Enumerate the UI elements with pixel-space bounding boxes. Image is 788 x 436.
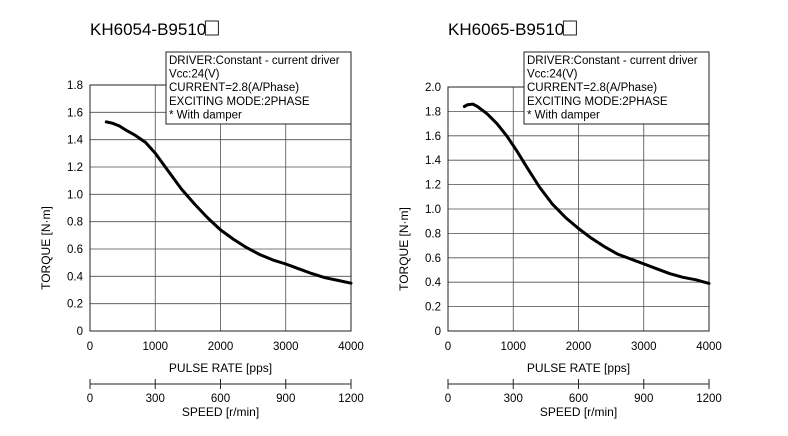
- chart-1: KH6054-B9510 0 0.2 0.4 0.6 0.8 1.0 1.2 1.4 1.6 1.8…: [39, 20, 364, 419]
- y-tick-label: 1.6: [67, 107, 83, 119]
- speed-axis-label: SPEED [r/min]: [540, 405, 617, 419]
- x-tick-label: 0: [445, 341, 451, 353]
- speed-tick-label: 1200: [696, 393, 722, 405]
- speed-tick-label: 0: [445, 393, 451, 405]
- speed-tick-label: 1200: [338, 393, 364, 405]
- speed-tick-label: 300: [146, 393, 165, 405]
- torque-curve: [462, 102, 711, 285]
- speed-tick-label: 900: [276, 393, 295, 405]
- title-box-glyph: [562, 20, 577, 36]
- chart-title: KH6054-B9510: [90, 20, 206, 39]
- chart-2: KH6065-B9510 0 0.2 0.4 0.6 0.8 1.0 1.2 1.4 1.6 1.8…: [397, 20, 722, 419]
- x-tick-label: 4000: [696, 341, 722, 353]
- y-tick-label: 1.4: [425, 155, 442, 167]
- annotation-line: Vcc:24(V): [169, 69, 220, 81]
- torque-curve: [104, 120, 353, 285]
- x-tick-label: 1000: [500, 341, 526, 353]
- y-tick-label: 0: [77, 326, 83, 338]
- speed-tick-label: 600: [569, 393, 588, 405]
- y-tick-label: 1.6: [425, 131, 441, 143]
- speed-tick-label: 600: [211, 393, 230, 405]
- speed-tick-label: 300: [504, 393, 523, 405]
- y-tick-label: 1.2: [425, 180, 441, 192]
- annotation-line: * With damper: [527, 109, 600, 121]
- speed-tick-label: 0: [87, 393, 93, 405]
- title-box-glyph: [204, 20, 219, 36]
- x-axis-label: PULSE RATE [pps]: [527, 361, 630, 375]
- y-tick-label: 0: [435, 326, 441, 338]
- y-tick-label: 0.4: [67, 271, 84, 283]
- y-tick-label: 1.8: [67, 80, 83, 92]
- y-tick-label: 0.6: [425, 253, 441, 265]
- x-tick-label: 3000: [273, 341, 299, 353]
- x-axis-label: PULSE RATE [pps]: [169, 361, 272, 375]
- y-tick-label: 1.8: [425, 106, 441, 118]
- annotation-line: CURRENT=2.8(A/Phase): [169, 82, 299, 94]
- y-tick-label: 2.0: [425, 82, 441, 94]
- chart-title: KH6065-B9510: [448, 20, 564, 39]
- y-axis-label: TORQUE [N·m]: [39, 206, 53, 290]
- y-tick-label: 1.0: [425, 204, 441, 216]
- x-tick-label: 3000: [631, 341, 657, 353]
- annotation-box: [165, 51, 352, 125]
- x-tick-label: 2000: [208, 341, 234, 353]
- y-tick-label: 1.2: [67, 162, 83, 174]
- annotation-box: [523, 51, 710, 125]
- y-tick-label: 0.2: [67, 299, 83, 311]
- y-tick-label: 1.4: [67, 135, 84, 147]
- annotation-line: CURRENT=2.8(A/Phase): [527, 82, 657, 94]
- y-tick-label: 0.2: [425, 302, 441, 314]
- annotation-line: DRIVER:Constant - current driver: [527, 55, 698, 67]
- annotation-line: EXCITING MODE:2PHASE: [527, 96, 668, 108]
- x-tick-label: 1000: [142, 341, 168, 353]
- speed-tick-label: 900: [634, 393, 653, 405]
- y-axis-label: TORQUE [N·m]: [397, 207, 411, 291]
- x-tick-label: 4000: [338, 341, 364, 353]
- y-tick-label: 1.0: [67, 189, 83, 201]
- y-tick-label: 0.4: [425, 277, 442, 289]
- x-tick-label: 2000: [566, 341, 592, 353]
- annotation-line: EXCITING MODE:2PHASE: [169, 96, 310, 108]
- y-tick-label: 0.6: [67, 244, 83, 256]
- annotation-line: * With damper: [169, 109, 242, 121]
- y-tick-label: 0.8: [67, 217, 83, 229]
- annotation-line: DRIVER:Constant - current driver: [169, 55, 340, 67]
- annotation-line: Vcc:24(V): [527, 69, 578, 81]
- speed-axis-label: SPEED [r/min]: [182, 405, 259, 419]
- y-tick-label: 0.8: [425, 228, 441, 240]
- x-tick-label: 0: [87, 341, 93, 353]
